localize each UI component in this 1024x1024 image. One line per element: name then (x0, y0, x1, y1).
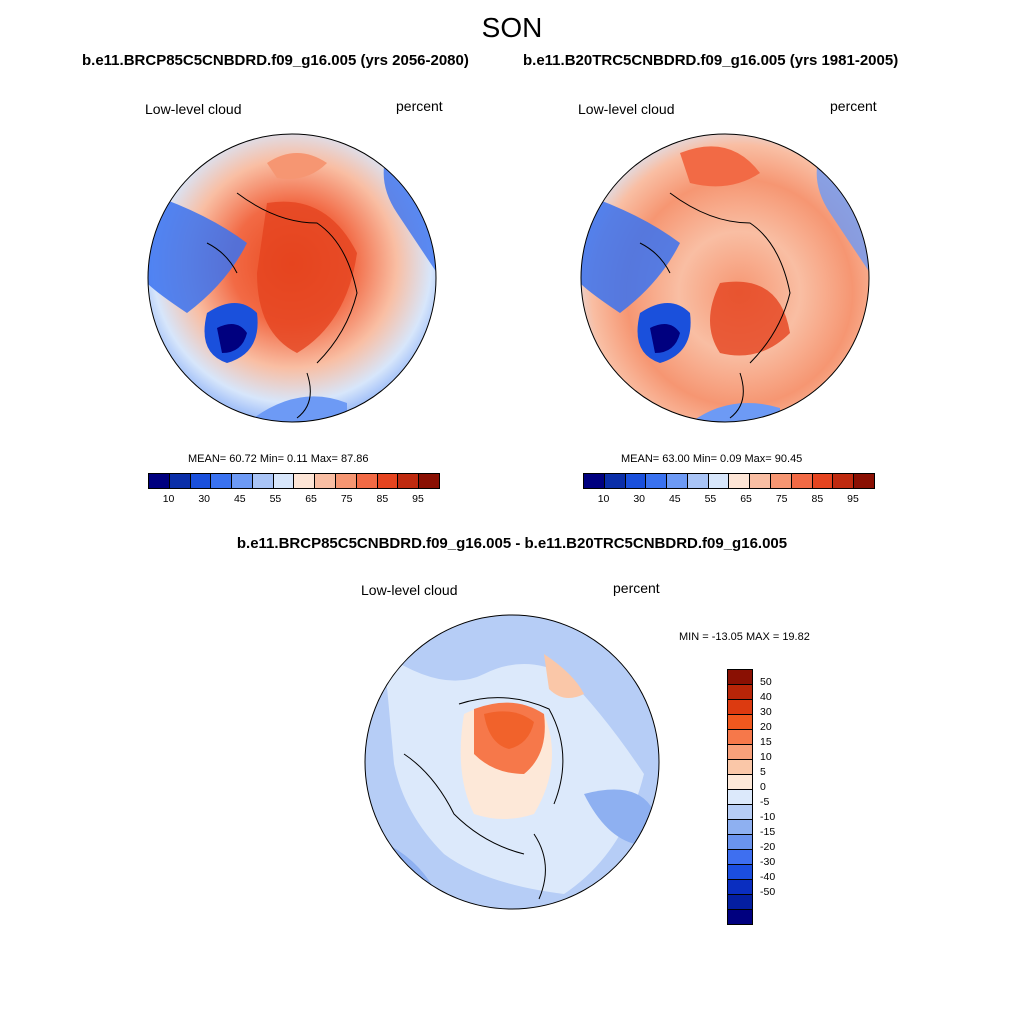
panel-2-colorbar (583, 473, 875, 489)
diff-colorbar-swatch (728, 685, 752, 700)
panel-2-polar-map (580, 133, 870, 423)
panel-1-colorbar-tick-label: 30 (198, 493, 211, 505)
diff-colorbar-tick-label: -10 (760, 811, 776, 823)
diff-colorbar-swatch (728, 775, 752, 790)
diff-colorbar-swatch (728, 670, 752, 685)
panel-2-colorbar-swatch (750, 474, 772, 488)
panel-1-colorbar (148, 473, 440, 489)
panel-2-variable-label: Low-level cloud (578, 101, 675, 117)
panel-1-colorbar-swatch (398, 474, 420, 488)
diff-colorbar-tick-label: 30 (760, 706, 772, 718)
diff-colorbar-swatch (728, 700, 752, 715)
diff-colorbar-swatch (728, 895, 752, 910)
diff-title: b.e11.BRCP85C5CNBDRD.f09_g16.005 - b.e11… (236, 535, 788, 552)
diff-colorbar-tick-label: 50 (760, 676, 772, 688)
diff-colorbar-tick-label: -40 (760, 871, 776, 883)
panel-2-colorbar-swatch (729, 474, 751, 488)
diff-colorbar (727, 669, 753, 925)
panel-1-colorbar-ticks: 10 30 45 55 65 75 85 95 (148, 493, 438, 507)
panel-1-colorbar-tick-label: 95 (412, 493, 424, 505)
panel-1-colorbar-tick-label: 65 (305, 493, 317, 505)
diff-colorbar-swatch (728, 730, 752, 745)
diff-variable-label: Low-level cloud (361, 582, 458, 598)
panel-2-colorbar-swatch (646, 474, 668, 488)
panel-2-colorbar-swatch (854, 474, 874, 488)
panel-2-colorbar-swatch (812, 474, 834, 488)
panel-2-colorbar-swatch (687, 474, 709, 488)
panel-1-case-title: b.e11.BRCP85C5CNBDRD.f09_g16.005 (yrs 20… (82, 52, 469, 69)
panel-1-colorbar-tick-label: 85 (376, 493, 389, 505)
diff-colorbar-swatch (728, 715, 752, 730)
panel-2-units-label: percent (830, 98, 877, 114)
panel-2-colorbar-tick-label: 85 (811, 493, 824, 505)
diff-colorbar-tick-label: 40 (760, 691, 772, 703)
diff-colorbar-swatch (728, 805, 752, 820)
diff-colorbar-swatch (728, 745, 752, 760)
panel-1-colorbar-swatch (149, 474, 170, 488)
panel-1-colorbar-tick-label: 75 (340, 493, 353, 505)
panel-2-colorbar-tick-label: 75 (775, 493, 788, 505)
panel-1-colorbar-swatch (169, 474, 191, 488)
panel-2-colorbar-swatch (791, 474, 813, 488)
diff-colorbar-tick-label: -50 (760, 886, 776, 898)
diff-colorbar-swatch (728, 910, 752, 924)
diff-colorbar-swatch (728, 865, 752, 880)
season-title: SON (481, 12, 543, 43)
diff-colorbar-ticks: 50 40 30 20 15 10 5 0 -5 -10 -15 -20 -30 -40 -50 (760, 669, 800, 910)
panel-2-colorbar-tick-label: 65 (740, 493, 752, 505)
diff-colorbar-tick-label: -5 (760, 796, 770, 808)
panel-1-colorbar-swatch (377, 474, 399, 488)
diff-stats: MIN = -13.05 MAX = 19.82 (679, 631, 810, 643)
panel-2-colorbar-tick-label: 95 (847, 493, 859, 505)
panel-2-stats: MEAN= 63.00 Min= 0.09 Max= 90.45 (621, 453, 803, 465)
panel-2-colorbar-swatch (708, 474, 730, 488)
panel-1-colorbar-swatch (232, 474, 253, 488)
diff-colorbar-tick-label: 10 (760, 751, 772, 763)
panel-1-colorbar-swatch (190, 474, 212, 488)
panel-2-case-title: b.e11.B20TRC5CNBDRD.f09_g16.005 (yrs 198… (523, 52, 899, 69)
panel-2-colorbar-swatch (604, 474, 626, 488)
panel-1-colorbar-tick-label: 10 (162, 493, 175, 505)
panel-2-colorbar-swatch (833, 474, 855, 488)
diff-colorbar-tick-label: 0 (760, 781, 766, 793)
panel-1-colorbar-swatch (336, 474, 357, 488)
panel-2-colorbar-tick-label: 55 (704, 493, 717, 505)
panel-2-colorbar-swatch (625, 474, 647, 488)
panel-1-colorbar-tick-label: 55 (269, 493, 282, 505)
panel-1-colorbar-swatch (294, 474, 316, 488)
diff-colorbar-swatch (728, 880, 752, 895)
diff-colorbar-tick-label: -30 (760, 856, 776, 868)
diff-colorbar-swatch (728, 835, 752, 850)
diff-colorbar-tick-label: 15 (760, 736, 772, 748)
panel-2-colorbar-ticks: 10 30 45 55 65 75 85 95 (583, 493, 873, 507)
diff-colorbar-tick-label: -20 (760, 841, 776, 853)
panel-1-polar-map (147, 133, 437, 423)
panel-1-stats: MEAN= 60.72 Min= 0.11 Max= 87.86 (188, 453, 369, 465)
panel-1-variable-label: Low-level cloud (145, 101, 242, 117)
panel-1-units-label: percent (396, 98, 443, 114)
diff-colorbar-tick-label: -15 (760, 826, 776, 838)
panel-2-colorbar-tick-label: 45 (668, 493, 681, 505)
panel-1-colorbar-swatch (356, 474, 378, 488)
diff-colorbar-tick-label: 20 (760, 721, 772, 733)
panel-2-colorbar-tick-label: 10 (597, 493, 610, 505)
diff-units-label: percent (613, 580, 660, 596)
panel-1-colorbar-swatch (252, 474, 274, 488)
panel-1-colorbar-swatch (315, 474, 337, 488)
panel-2-colorbar-tick-label: 30 (633, 493, 646, 505)
panel-1-colorbar-swatch (273, 474, 295, 488)
diff-colorbar-tick-label: 5 (760, 766, 766, 778)
diff-colorbar-swatch (728, 820, 752, 835)
panel-1-colorbar-tick-label: 45 (233, 493, 246, 505)
panel-2-colorbar-swatch (584, 474, 605, 488)
diff-colorbar-swatch (728, 760, 752, 775)
diff-polar-map (364, 614, 660, 910)
diff-colorbar-swatch (728, 790, 752, 805)
panel-1-colorbar-swatch (211, 474, 233, 488)
panel-2-colorbar-swatch (771, 474, 792, 488)
diff-colorbar-swatch (728, 850, 752, 865)
panel-2-colorbar-swatch (667, 474, 688, 488)
panel-1-colorbar-swatch (419, 474, 439, 488)
